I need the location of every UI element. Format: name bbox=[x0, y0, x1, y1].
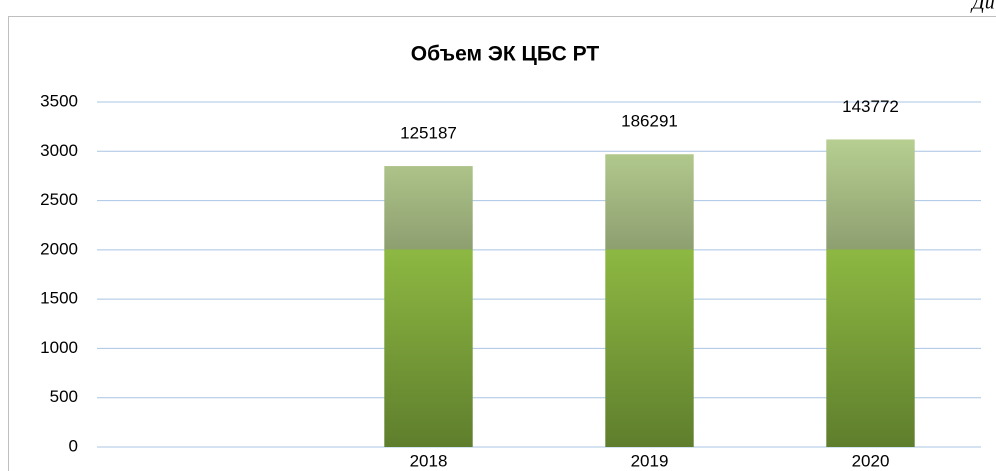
y-tick-label: 3000 bbox=[40, 141, 78, 160]
x-tick-label: 2020 bbox=[852, 451, 890, 470]
x-tick-label: 2018 bbox=[410, 451, 448, 470]
x-tick-label: 2019 bbox=[631, 451, 669, 470]
y-tick-label: 0 bbox=[69, 436, 78, 455]
bar bbox=[826, 139, 915, 447]
y-tick-label: 1000 bbox=[40, 338, 78, 357]
y-tick-label: 500 bbox=[50, 387, 78, 406]
chart-title: Объем ЭК ЦБС РТ bbox=[411, 43, 600, 66]
y-tick-label: 1500 bbox=[40, 289, 78, 308]
bar bbox=[384, 166, 473, 448]
annotation: 186291 bbox=[621, 112, 678, 131]
annotation: 143772 bbox=[842, 97, 899, 116]
y-tick-label: 3500 bbox=[40, 91, 78, 110]
annotation: 125187 bbox=[400, 124, 457, 143]
bar bbox=[605, 154, 694, 447]
y-tick-label: 2000 bbox=[40, 239, 78, 258]
y-tick-label: 2500 bbox=[40, 190, 78, 209]
corner-text: Ди bbox=[970, 0, 995, 14]
